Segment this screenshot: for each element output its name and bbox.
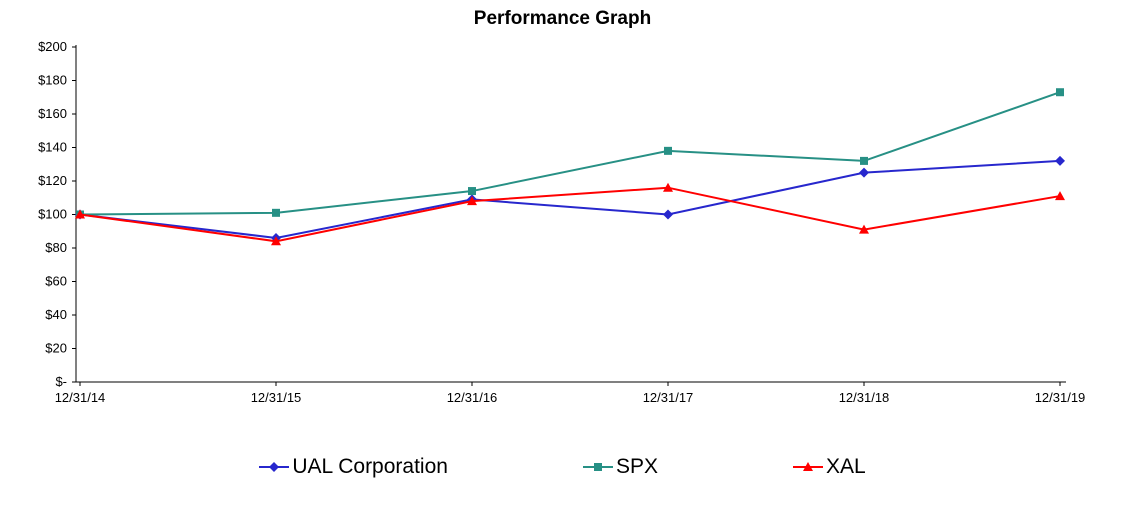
y-tick-label: $120 [38, 173, 67, 188]
chart-title: Performance Graph [473, 8, 652, 29]
y-tick-label: $140 [38, 140, 67, 155]
x-tick-label: 12/31/19 [1035, 390, 1086, 405]
triangle-marker-icon [271, 236, 281, 246]
y-tick-label: $160 [38, 106, 67, 121]
x-tick-label: 12/31/17 [643, 390, 694, 405]
chart-legend: UAL Corporation SPX XAL [0, 455, 1125, 479]
diamond-legend-marker-icon [259, 462, 290, 472]
legend-item-xal: XAL [792, 455, 866, 479]
x-tick-label: 12/31/15 [251, 390, 302, 405]
legend-label: SPX [615, 455, 658, 478]
series-line-xal [79, 186, 1061, 243]
y-tick-label: $20 [45, 341, 67, 356]
triangle-marker-icon [802, 462, 813, 471]
series-line-spx [79, 91, 1061, 216]
performance-chart-plot: $- $20 $40 $60 $80 $100 $120 $140 $160 $180 $200 12… [38, 39, 1086, 405]
diamond-marker-icon [1055, 155, 1065, 166]
y-tick-label: $180 [38, 73, 67, 88]
x-tick-label: 12/31/14 [55, 390, 106, 405]
y-tick-label: $40 [45, 307, 67, 322]
y-tick-label: $60 [45, 274, 67, 289]
diamond-marker-icon [663, 209, 673, 220]
triangle-marker-icon [1055, 191, 1065, 201]
legend-label: XAL [825, 455, 866, 478]
square-marker-icon [593, 463, 602, 471]
triangle-marker-icon [859, 224, 869, 234]
triangle-marker-icon [75, 209, 85, 219]
square-marker-icon [272, 208, 280, 217]
legend-item-ual-corporation: UAL Corporation [259, 455, 448, 479]
square-marker-icon [468, 187, 476, 196]
square-marker-icon [1056, 88, 1064, 97]
y-tick-label: $200 [38, 39, 67, 54]
y-tick-label: $- [55, 374, 67, 389]
x-tick-label: 12/31/16 [447, 390, 498, 405]
square-marker-icon [664, 146, 672, 155]
x-tick-label: 12/31/18 [839, 390, 890, 405]
legend-label: UAL Corporation [292, 455, 448, 478]
y-tick-label: $80 [45, 240, 67, 255]
triangle-legend-marker-icon [792, 462, 823, 471]
triangle-marker-icon [467, 196, 477, 206]
y-tick-label: $100 [38, 207, 67, 222]
square-legend-marker-icon [582, 463, 613, 471]
square-marker-icon [860, 156, 868, 165]
triangle-marker-icon [663, 182, 673, 192]
legend-item-spx: SPX [582, 455, 658, 479]
diamond-marker-icon [269, 462, 280, 472]
series-line-ual-corporation [79, 159, 1061, 239]
diamond-marker-icon [859, 167, 869, 178]
